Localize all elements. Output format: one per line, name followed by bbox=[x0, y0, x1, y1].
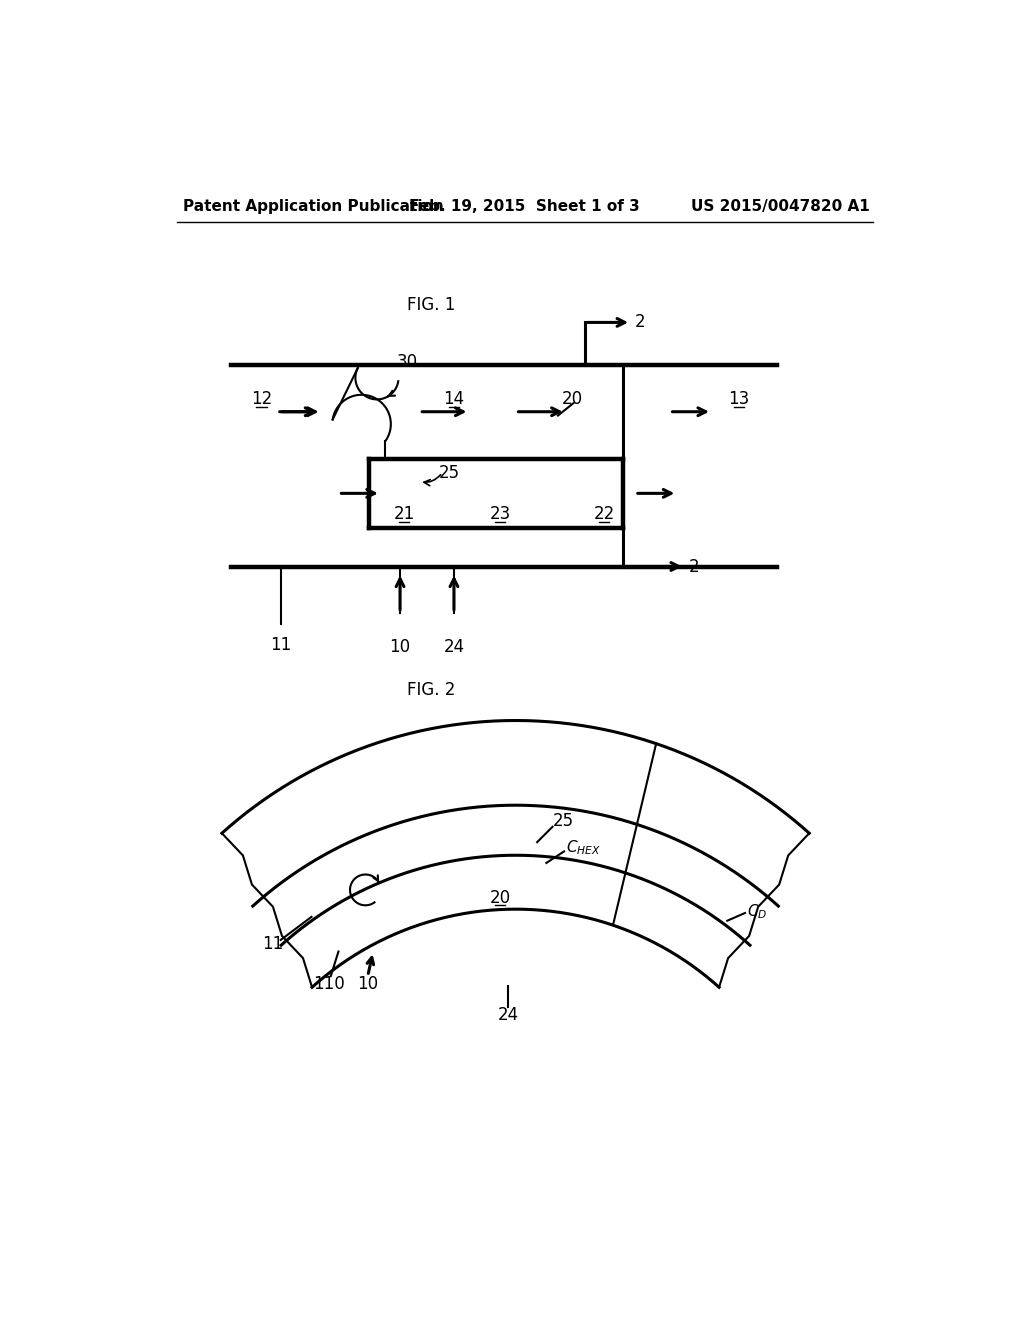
Text: 110: 110 bbox=[313, 975, 345, 993]
Text: 25: 25 bbox=[553, 812, 573, 829]
Text: 13: 13 bbox=[728, 391, 750, 408]
Text: 10: 10 bbox=[357, 975, 378, 993]
Text: Feb. 19, 2015  Sheet 1 of 3: Feb. 19, 2015 Sheet 1 of 3 bbox=[410, 198, 640, 214]
Text: 11: 11 bbox=[270, 636, 292, 653]
Text: 30: 30 bbox=[396, 354, 418, 371]
Text: FIG. 2: FIG. 2 bbox=[407, 681, 455, 698]
Text: 20: 20 bbox=[562, 391, 583, 408]
Text: 22: 22 bbox=[594, 506, 614, 523]
Text: 14: 14 bbox=[443, 391, 465, 408]
Text: 21: 21 bbox=[393, 506, 415, 523]
Text: 11: 11 bbox=[262, 935, 284, 953]
Text: 12: 12 bbox=[251, 391, 272, 408]
Text: 2: 2 bbox=[689, 557, 699, 576]
Text: FIG. 1: FIG. 1 bbox=[407, 296, 455, 314]
Text: 24: 24 bbox=[498, 1006, 518, 1023]
Text: 25: 25 bbox=[438, 463, 460, 482]
Text: 24: 24 bbox=[443, 638, 465, 656]
Text: $C_{HEX}$: $C_{HEX}$ bbox=[565, 838, 600, 857]
Text: Patent Application Publication: Patent Application Publication bbox=[183, 198, 443, 214]
Text: 20: 20 bbox=[489, 888, 511, 907]
Text: $C_D$: $C_D$ bbox=[746, 902, 767, 921]
Text: 2: 2 bbox=[635, 313, 645, 331]
Text: 23: 23 bbox=[489, 506, 511, 523]
Text: US 2015/0047820 A1: US 2015/0047820 A1 bbox=[691, 198, 869, 214]
Text: 10: 10 bbox=[389, 638, 411, 656]
